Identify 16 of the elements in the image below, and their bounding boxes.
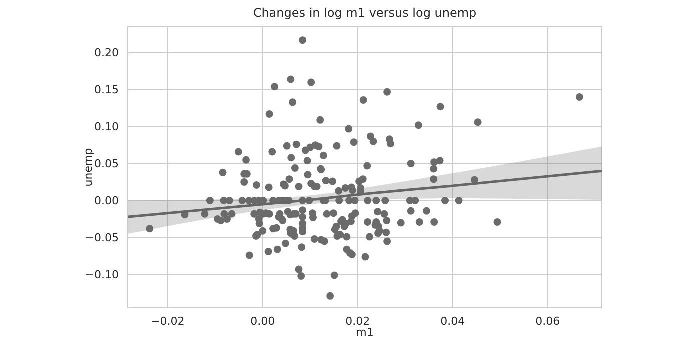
- x-tick-label: −0.02: [151, 314, 185, 328]
- y-tick-label: 0.20: [94, 46, 119, 60]
- x-tick-label: 0.00: [250, 314, 276, 328]
- x-tick-label: 0.06: [536, 314, 560, 328]
- y-tick-label: 0.10: [94, 120, 119, 134]
- x-tick-label: 0.02: [346, 314, 370, 328]
- line-series: [126, 170, 604, 218]
- y-axis-title: unemp: [82, 148, 95, 187]
- x-tick-label: 0.04: [440, 314, 466, 328]
- chart-title: Changes in log m1 versus log unemp: [253, 6, 477, 20]
- y-tick-label: 0.05: [94, 157, 119, 170]
- y-tick-label: 0.00: [94, 194, 119, 208]
- y-tick-label: 0.15: [94, 83, 119, 96]
- x-axis-title: m1: [356, 326, 374, 339]
- y-tick-label: −0.05: [85, 231, 119, 244]
- y-tick-label: −0.10: [85, 268, 119, 282]
